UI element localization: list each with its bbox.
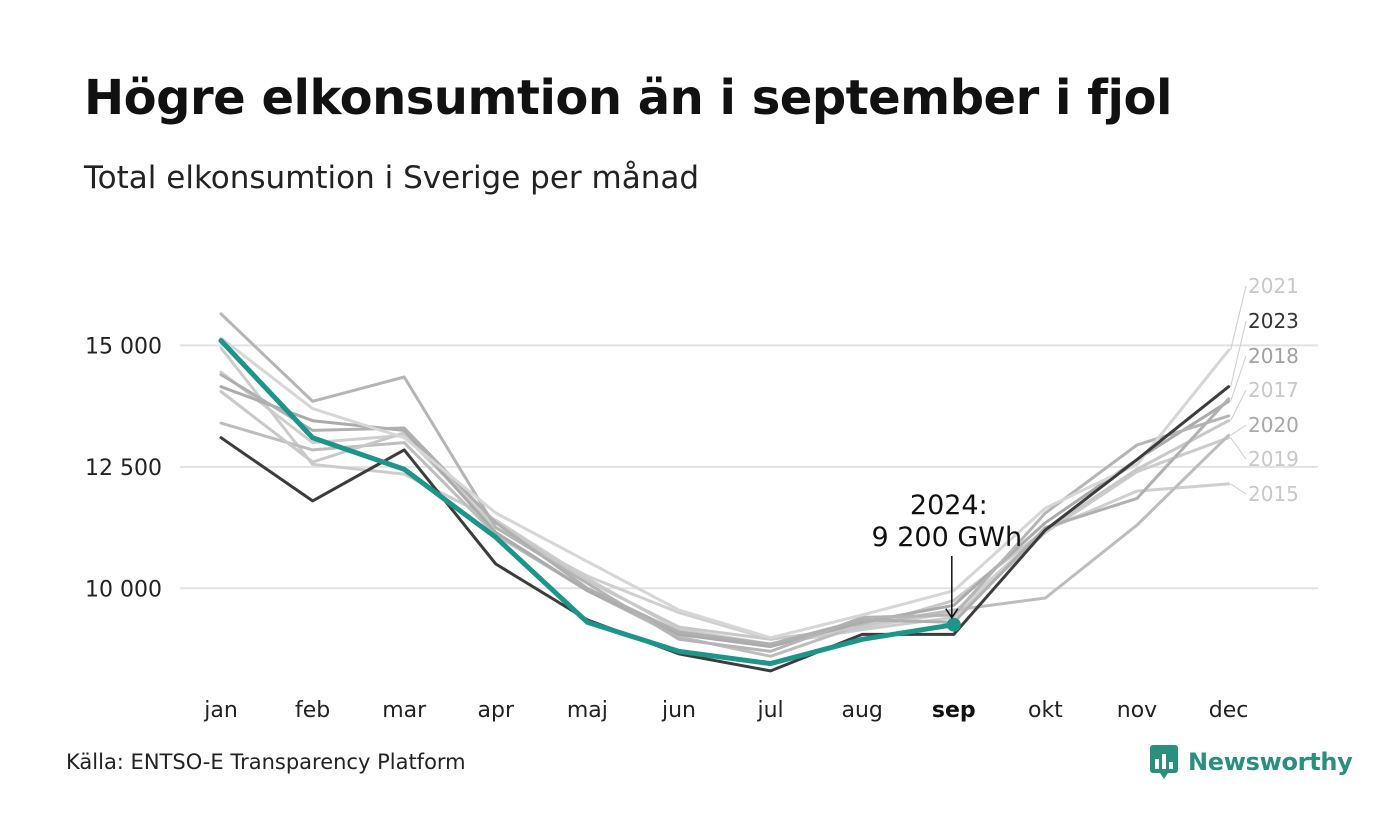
series-line-2022 [219,373,1231,646]
series-line-2016 [219,312,1231,653]
x-tick-label: dec [1209,698,1249,723]
legend-label-2019: 2019 [1248,447,1299,471]
line-chart: 10 000 12 500 15 000 jan feb mar apr maj jun jul a… [85,274,1318,723]
brand[interactable]: Newsworthy [1150,745,1353,779]
legend-leader [1230,424,1247,436]
x-tick-label: okt [1028,698,1063,723]
legend-leader [1230,320,1247,387]
source-note: Källa: ENTSO-E Transparency Platform [66,750,466,774]
legend-leader [1230,389,1247,421]
y-tick-label: 12 500 [85,456,162,481]
series-line-2019 [219,346,1231,646]
chart-title: Högre elkonsumtion än i september i fjol [84,70,1172,126]
y-tick-label: 10 000 [85,577,162,602]
series-line-2021 [219,336,1231,640]
x-tick-label: maj [567,698,608,723]
x-tick-label: feb [295,698,330,723]
legend-leader [1230,437,1247,460]
series-line-2024 [218,338,957,667]
chart-subtitle: Total elkonsumtion i Sverige per månad [84,160,700,196]
x-tick-label: sep [932,698,976,723]
legend-label-2023: 2023 [1248,309,1299,333]
annotation-label: 2024: [910,490,988,521]
x-tick-label: nov [1117,698,1157,723]
legend-label-2021: 2021 [1248,274,1299,298]
x-tick-label: aug [842,698,883,723]
newsworthy-logo-icon [1150,745,1178,779]
legend-label-2015: 2015 [1248,482,1299,506]
x-tick-label: mar [382,698,427,723]
brand-name: Newsworthy [1188,748,1353,776]
series-point-2024 [946,617,961,632]
legend-label-2018: 2018 [1248,344,1299,368]
annotation-arrowhead [945,608,959,620]
legend-leader [1230,483,1247,495]
x-tick-label: jan [203,698,238,723]
legend-label-2017: 2017 [1248,378,1299,402]
legend-leader [1230,355,1247,402]
x-tick-label: jun [661,698,696,723]
annotation-value: 9 200 GWh [871,522,1022,553]
series-line-2023 [219,385,1231,673]
legend-leader [1230,285,1247,351]
x-tick-label: apr [478,698,515,723]
x-tick-label: jul [757,698,784,723]
y-tick-label: 15 000 [85,334,162,359]
legend-label-2020: 2020 [1248,413,1299,437]
